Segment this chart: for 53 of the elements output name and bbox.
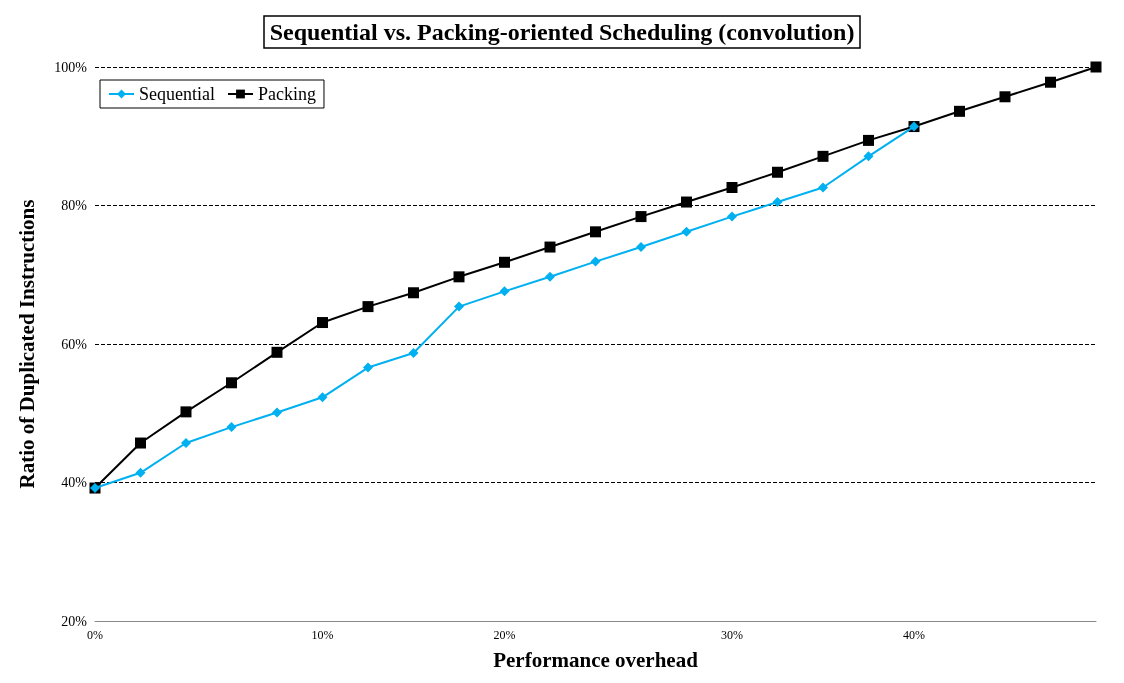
- point: [408, 287, 419, 299]
- point: [635, 211, 647, 223]
- point: [636, 242, 646, 253]
- legend-label: Sequential: [139, 84, 215, 104]
- point: [135, 437, 146, 449]
- point: [863, 134, 874, 146]
- point: [226, 422, 237, 433]
- y-tick-label: 20%: [61, 613, 88, 629]
- x-tick-label: 30%: [721, 628, 743, 642]
- point: [271, 346, 283, 358]
- point: [180, 406, 192, 418]
- point: [544, 241, 556, 253]
- point: [135, 467, 146, 478]
- point: [272, 407, 282, 418]
- point: [181, 438, 191, 449]
- chart-title: Sequential vs. Packing-oriented Scheduling (convolution): [269, 19, 855, 45]
- point: [454, 301, 464, 312]
- y-tick-label: 100%: [54, 59, 88, 75]
- point: [817, 150, 829, 162]
- point: [818, 182, 828, 193]
- point: [362, 301, 374, 313]
- point: [727, 211, 737, 222]
- point: [999, 91, 1011, 103]
- point: [363, 362, 373, 373]
- point: [954, 105, 965, 117]
- y-axis-title: Ratio of Duplicated Instructions: [14, 199, 39, 489]
- x-tick-label: 40%: [903, 628, 925, 642]
- point: [863, 151, 874, 162]
- point: [499, 286, 510, 297]
- y-tick-label: 60%: [61, 336, 88, 352]
- legend-label: Packing: [257, 84, 316, 104]
- point: [408, 348, 419, 358]
- point: [772, 166, 783, 178]
- point: [590, 256, 601, 267]
- point: [453, 271, 465, 283]
- x-tick-label: 10%: [311, 628, 334, 642]
- point: [1045, 76, 1056, 88]
- point: [499, 256, 510, 268]
- point: [545, 271, 555, 282]
- point: [317, 392, 328, 403]
- x-axis-title: Performance overhead: [493, 647, 699, 672]
- point: [772, 197, 783, 208]
- point: [726, 181, 738, 193]
- x-tick-label: 20%: [493, 628, 516, 642]
- point: [226, 377, 237, 389]
- point: [590, 226, 601, 238]
- point: [681, 226, 692, 237]
- point: [681, 196, 692, 208]
- y-tick-label: 80%: [61, 198, 88, 213]
- x-tick-label: 0%: [87, 628, 103, 642]
- y-tick-label: 40%: [61, 475, 88, 490]
- point: [317, 317, 328, 329]
- point: [1090, 61, 1102, 73]
